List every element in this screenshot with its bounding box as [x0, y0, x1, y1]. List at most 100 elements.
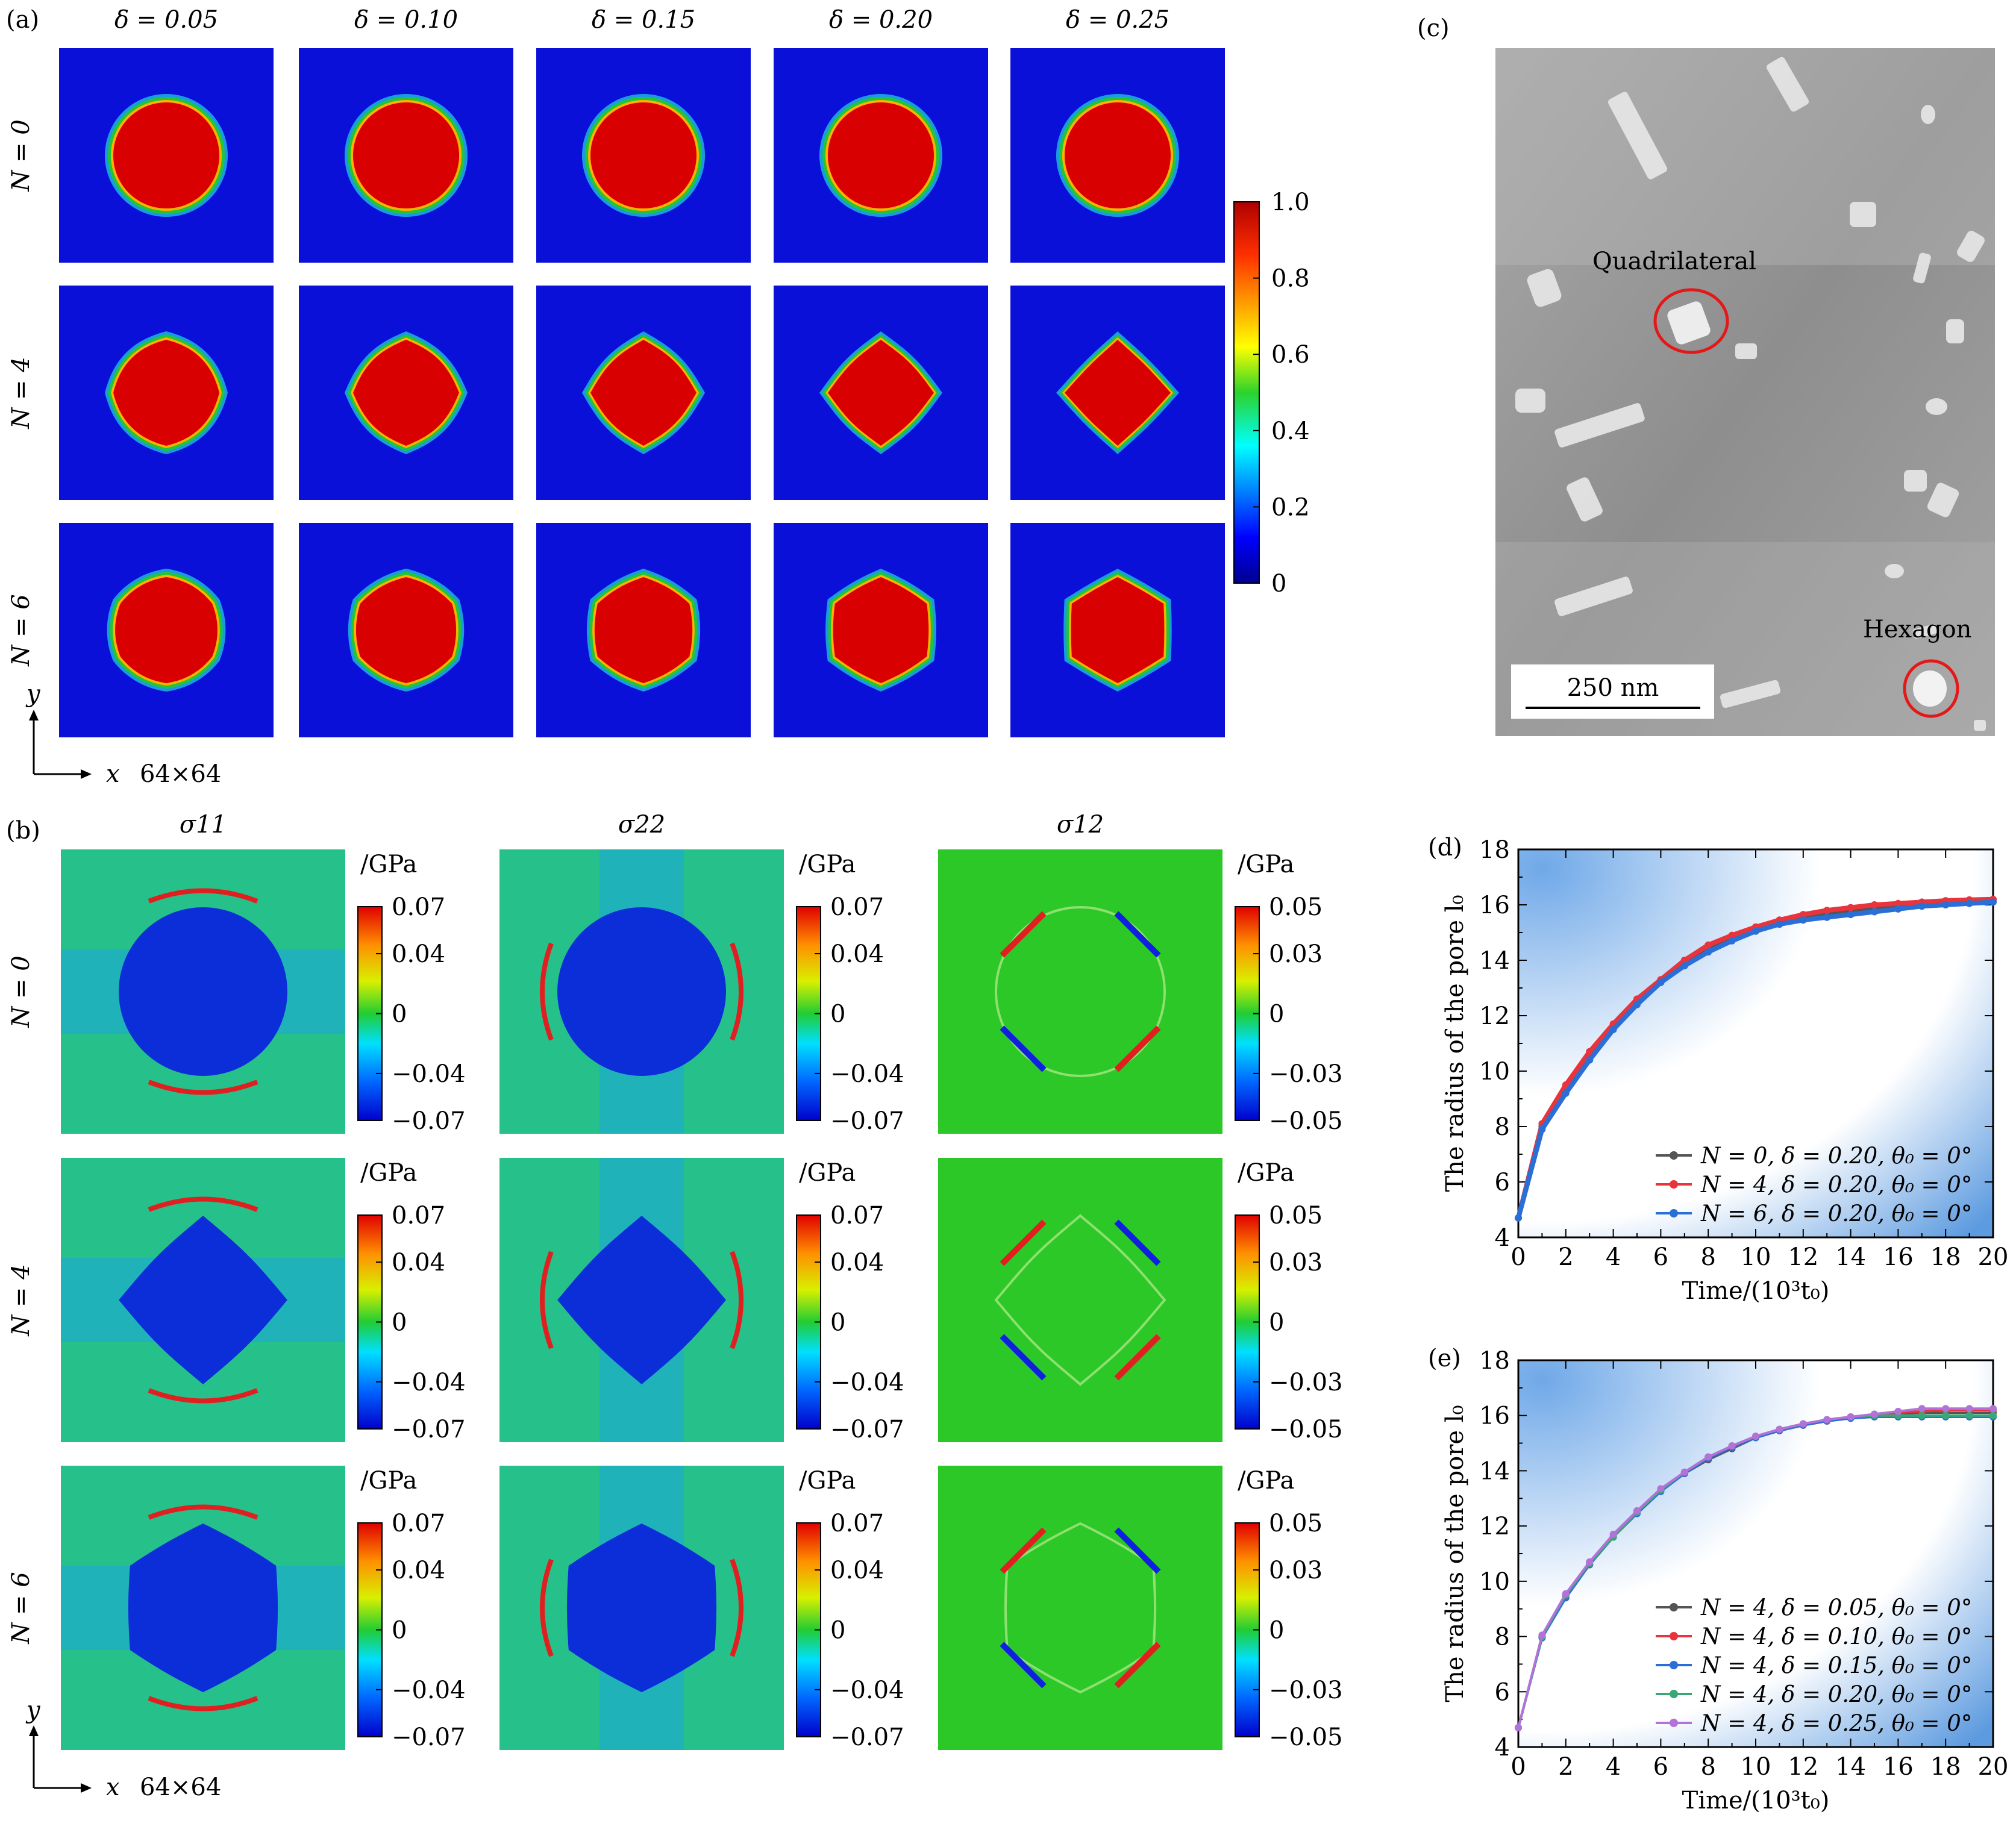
data-point [1705, 941, 1712, 949]
colorbar-tick-label: −0.07 [392, 1107, 466, 1135]
phase-field-map [1010, 523, 1225, 737]
grid-size-a: 64×64 [140, 760, 221, 788]
colorbar-tick-label: 0.05 [1269, 1510, 1323, 1537]
hexagon-label: Hexagon [1863, 616, 1971, 643]
axis-x-label-b: x [106, 1774, 120, 1801]
data-point [1680, 1468, 1688, 1476]
phase-field-map [536, 523, 751, 737]
data-point [1586, 1558, 1594, 1566]
phase-field-map [1010, 286, 1225, 500]
column-header-a: δ = 0.05 [114, 6, 218, 34]
colorbar-tick-label: 0 [830, 1617, 845, 1645]
colorbar-tick-label: 0.03 [1269, 940, 1323, 968]
colorbar-tick-label: 1.0 [1271, 189, 1310, 216]
x-tick-label: 4 [1606, 1243, 1621, 1271]
x-tick-label: 0 [1510, 1753, 1526, 1781]
colorbar-tick-label: −0.04 [830, 1369, 904, 1396]
data-point [1799, 911, 1807, 919]
data-point [1728, 1442, 1736, 1450]
data-point [1657, 1485, 1665, 1493]
scale-bar-box [1511, 664, 1714, 719]
y-tick-label: 8 [1495, 1113, 1510, 1141]
phase-field-map [536, 286, 751, 500]
row-header-b: N = 4 [7, 1264, 35, 1336]
colorbar-tick-label: 0 [1271, 570, 1286, 598]
data-point [1942, 1405, 1950, 1413]
legend-label: N = 4, δ = 0.05, θ₀ = 0° [1700, 1595, 1972, 1621]
data-point [1965, 1405, 1973, 1413]
colorbar-tick-label: −0.07 [392, 1724, 466, 1751]
data-point [1799, 916, 1807, 924]
colorbar-unit: /GPa [799, 851, 856, 878]
row-header-a: N = 0 [7, 119, 35, 192]
data-point [1989, 898, 1997, 906]
colorbar-tick-label: 0.07 [830, 1510, 884, 1537]
column-header-b: σ22 [618, 811, 665, 839]
x-tick-label: 20 [1978, 1243, 2009, 1271]
data-point [1609, 1530, 1617, 1538]
x-tick-label: 4 [1606, 1753, 1621, 1781]
axis-y-label-b: y [25, 1696, 41, 1724]
legend-marker [1670, 1209, 1678, 1217]
plot-frame [1517, 1359, 1994, 1748]
data-point [1965, 1411, 1973, 1419]
panel-label: (d) [1428, 834, 1462, 861]
data-point [1776, 1425, 1783, 1433]
colorbar-tick-label: 0 [1269, 1617, 1284, 1645]
y-tick-label: 4 [1495, 1734, 1510, 1761]
colorbar-tick-label: −0.05 [1269, 1724, 1343, 1751]
row-header-b: N = 0 [7, 955, 35, 1028]
colorbar-tick-label: −0.03 [1269, 1060, 1343, 1088]
y-tick-label: 6 [1495, 1169, 1510, 1196]
column-header-b: σ12 [1057, 811, 1104, 839]
phase-field-map [774, 523, 988, 737]
colorbar-tick-label: 0.04 [830, 1557, 884, 1584]
colorbar-tick-label: 0.04 [392, 1557, 445, 1584]
stress-map: /GPa 0.07 0.04 0 −0.04 −0.07 [61, 849, 466, 1135]
x-tick-label: 10 [1741, 1243, 1771, 1271]
colorbar-tick-label: 0 [1269, 1309, 1284, 1337]
data-point [1942, 901, 1950, 908]
data-point [1989, 1405, 1997, 1413]
colorbar-unit: /GPa [1238, 1159, 1294, 1187]
y-tick-label: 10 [1479, 1058, 1510, 1086]
data-point [1823, 1416, 1831, 1424]
colorbar-unit: /GPa [360, 1467, 417, 1495]
colorbar-unit: /GPa [360, 851, 417, 878]
colorbar-tick-label: −0.07 [830, 1107, 904, 1135]
data-point [1752, 927, 1759, 935]
column-header-a: δ = 0.20 [829, 6, 933, 34]
column-header-a: δ = 0.15 [592, 6, 695, 34]
colorbar-tick-label: 0 [1269, 1001, 1284, 1028]
y-axis-label: The radius of the pore l₀ [1441, 1405, 1469, 1702]
grid-size-b: 64×64 [140, 1774, 221, 1801]
data-point [1680, 962, 1688, 970]
colorbar-tick-label: −0.05 [1269, 1107, 1343, 1135]
plot-frame [1517, 848, 1994, 1239]
colorbar-tick-label: −0.03 [1269, 1369, 1343, 1396]
colorbar-tick-label: 0.07 [392, 1202, 445, 1230]
colorbar-unit: /GPa [1238, 851, 1294, 878]
data-point [1871, 1410, 1878, 1418]
phase-field-map [59, 48, 274, 263]
colorbar-tick-label: 0.4 [1271, 417, 1310, 445]
quadrilateral-label: Quadrilateral [1592, 248, 1756, 275]
y-axis-label: The radius of the pore l₀ [1441, 895, 1469, 1192]
row-header-a: N = 6 [7, 594, 35, 666]
data-point [1586, 1048, 1594, 1055]
x-tick-label: 16 [1883, 1753, 1914, 1781]
data-point [1847, 911, 1855, 919]
x-tick-label: 18 [1930, 1753, 1961, 1781]
colorbar-tick-label: 0 [830, 1001, 845, 1028]
colorbar-unit: /GPa [360, 1159, 417, 1187]
data-point [1918, 1411, 1926, 1419]
phase-field-map [59, 286, 274, 500]
phase-field-map [299, 523, 513, 737]
y-tick-label: 14 [1479, 1457, 1510, 1485]
data-point [1515, 1724, 1522, 1731]
y-tick-label: 4 [1495, 1224, 1510, 1252]
legend-marker [1670, 1661, 1678, 1669]
chart-e: (e) 0 2 4 6 8 10 12 14 16 18 20 4 6 8 10 12 14 16 18 Time/(1… [1428, 1345, 2008, 1814]
colorbar-unit: /GPa [799, 1467, 856, 1495]
